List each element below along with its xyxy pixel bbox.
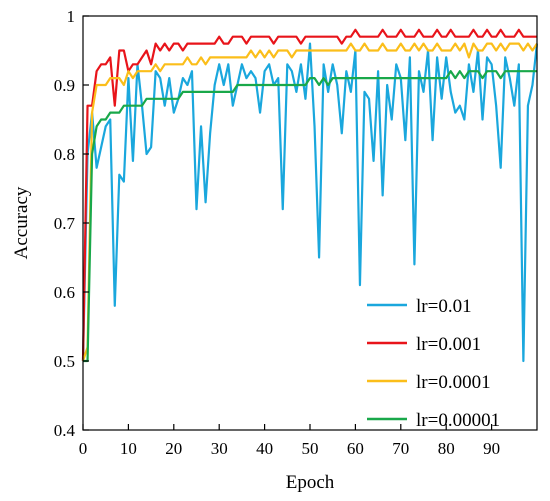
x-tick-label: 80 [438,439,455,458]
x-tick-label: 10 [120,439,137,458]
legend-label: lr=0.0001 [416,372,491,393]
y-tick-label: 0.6 [54,283,75,302]
legend: lr=0.01 lr=0.001 lr=0.0001 lr=0.00001 [367,296,500,431]
legend-label: lr=0.00001 [416,410,500,431]
x-axis-title: Epoch [286,472,335,493]
y-tick-label: 0.5 [54,352,75,371]
x-tick-label: 50 [302,439,319,458]
x-tick-label: 90 [483,439,500,458]
legend-label: lr=0.001 [416,334,481,355]
legend-label: lr=0.01 [416,296,472,317]
x-tick-label: 60 [347,439,364,458]
series-layer [81,28,539,363]
series-line-3 [81,42,538,362]
x-tick-label: 20 [165,439,182,458]
series-line-4 [83,70,537,363]
series-line-2 [81,28,537,362]
y-axis: 0.4 0.5 0.6 0.7 0.8 0.9 1 [54,7,89,440]
y-tick-label: 0.7 [54,214,76,233]
y-tick-label: 0.9 [54,76,75,95]
x-tick-label: 0 [79,439,88,458]
y-axis-title: Accuracy [11,186,32,259]
x-tick-label: 30 [211,439,228,458]
y-tick-label: 0.8 [54,145,75,164]
y-tick-label: 0.4 [54,421,76,440]
x-tick-label: 40 [256,439,273,458]
x-tick-label: 70 [392,439,409,458]
y-tick-label: 1 [67,7,76,26]
series-line-1 [81,42,539,363]
x-axis: 0 10 20 30 40 50 60 70 80 90 [79,424,500,458]
